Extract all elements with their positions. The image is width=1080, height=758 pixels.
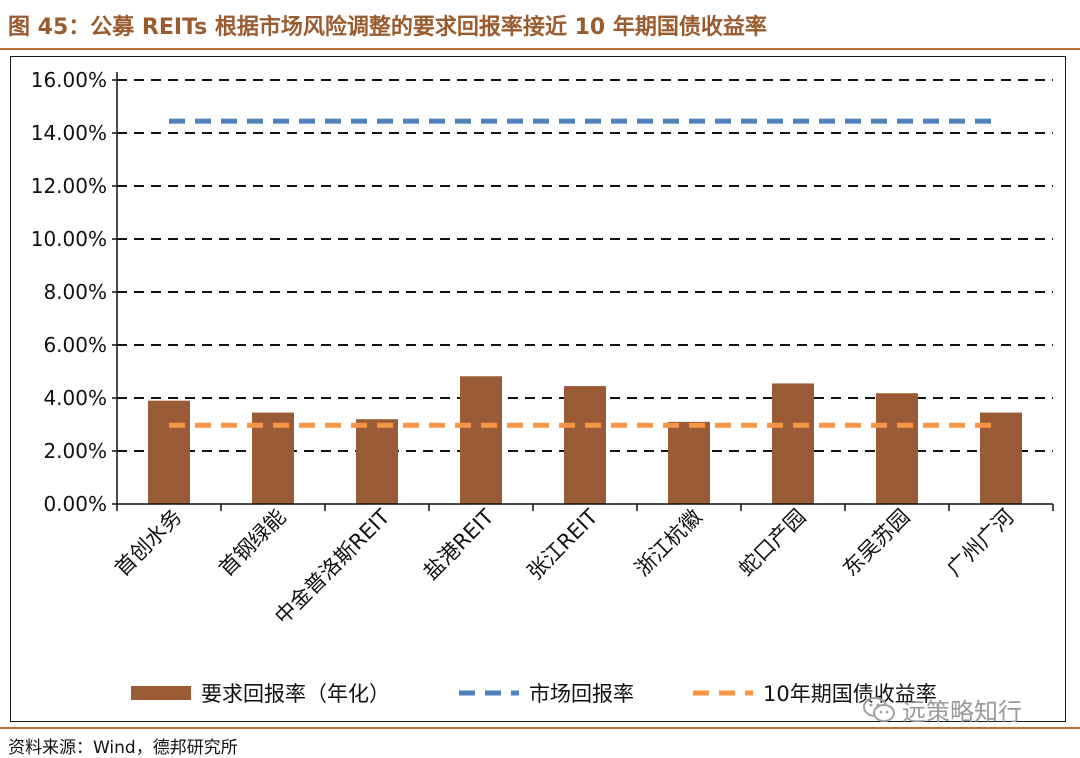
x-tick-label: 广州广河 (942, 505, 1018, 581)
watermark: 远策略知行 (862, 692, 1022, 727)
legend-label: 市场回报率 (529, 682, 634, 706)
bar (148, 400, 190, 504)
bar (356, 419, 398, 504)
y-tick-label: 8.00% (43, 280, 107, 304)
bar (252, 412, 294, 504)
x-tick-label: 张江REIT (523, 504, 603, 584)
watermark-text: 远策略知行 (902, 698, 1022, 726)
wechat-icon (863, 696, 895, 722)
bar-chart: 0.00% 2.00% 4.00% 6.00% 8.00% 10.00% 12.00% 14.… (31, 68, 1054, 706)
y-tick-label: 0.00% (43, 492, 107, 516)
x-tick-label: 首钢绿能 (214, 505, 290, 581)
chart-frame: 0.00% 2.00% 4.00% 6.00% 8.00% 10.00% 12.00% 14.… (10, 56, 1066, 722)
legend-swatch (131, 686, 191, 700)
x-tick-label: 浙江杭徽 (630, 505, 706, 581)
source-divider (0, 727, 1080, 729)
bar (876, 393, 918, 504)
bar (564, 386, 606, 504)
x-tick-label: 东吴苏园 (838, 505, 914, 581)
source-note: 资料来源：Wind，德邦研究所 (8, 738, 238, 758)
legend-label: 要求回报率（年化） (201, 682, 390, 706)
y-tick-label: 2.00% (43, 439, 107, 463)
y-tick-label: 6.00% (43, 333, 107, 357)
y-tick-label: 16.00% (31, 68, 107, 92)
x-tick-label: 首创水务 (110, 505, 186, 581)
bar (772, 383, 814, 504)
x-tick-label: 盐港REIT (419, 504, 499, 584)
x-tick-label: 蛇口产园 (734, 505, 810, 581)
bar (460, 376, 502, 504)
figure-title: 图 45：公募 REITs 根据市场风险调整的要求回报率接近 10 年期国债收益… (8, 15, 767, 40)
legend-label: 10年期国债收益率 (763, 682, 937, 706)
title-divider (0, 48, 1080, 50)
y-tick-label: 14.00% (31, 121, 107, 145)
bar (980, 412, 1022, 504)
y-tick-label: 12.00% (31, 174, 107, 198)
y-tick-label: 4.00% (43, 386, 107, 410)
bar (668, 421, 710, 504)
y-tick-label: 10.00% (31, 227, 107, 251)
